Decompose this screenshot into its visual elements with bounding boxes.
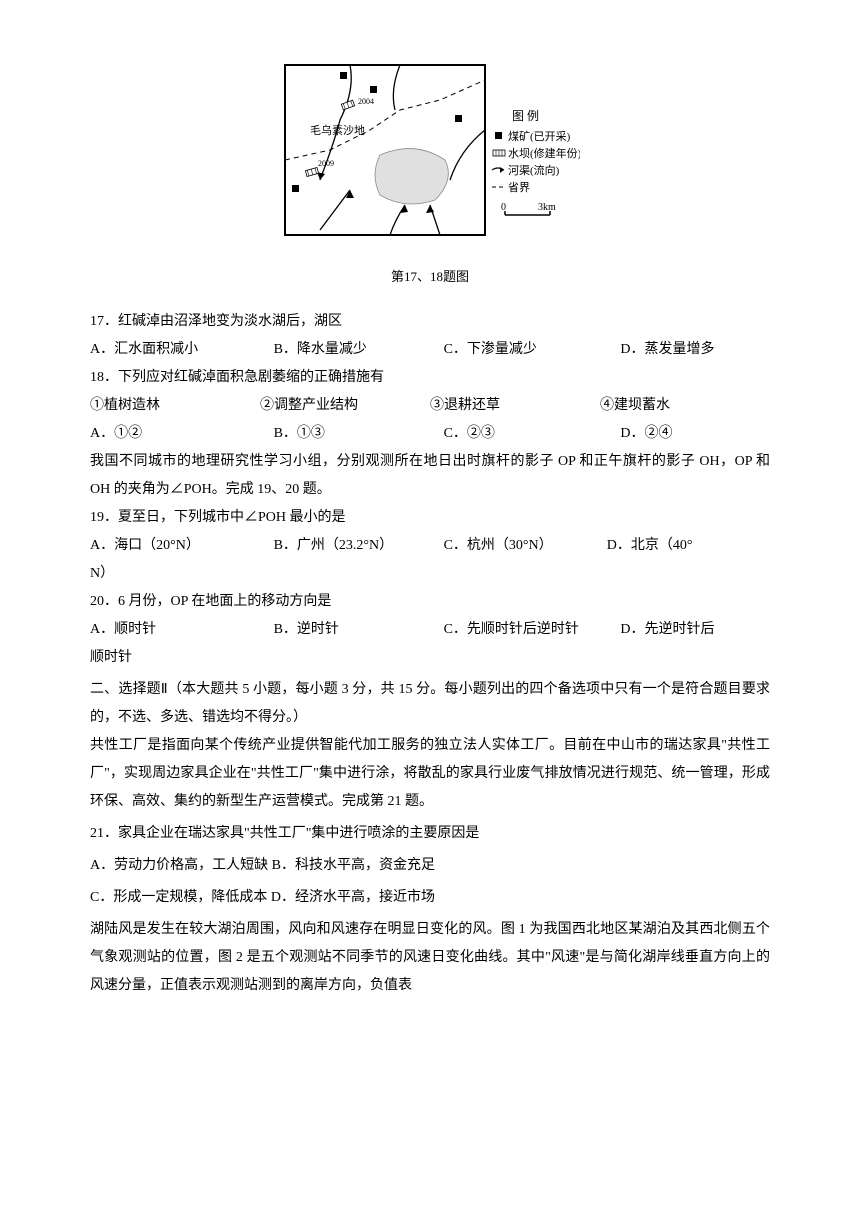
q20-opt-c: C．先顺时针后逆时针: [444, 616, 621, 644]
passage-22: 湖陆风是发生在较大湖泊周围，风向和风速存在明显日变化的风。图 1 为我国西北地区…: [90, 916, 770, 1000]
svg-text:图 例: 图 例: [512, 109, 539, 123]
map-svg: 毛乌素沙地 2004 2009 图 例: [280, 60, 580, 260]
q18-opt-d: D．②④: [620, 420, 770, 448]
section-2-heading: 二、选择题Ⅱ（本大题共 5 小题，每小题 3 分，共 15 分。每小题列出的四个…: [90, 676, 770, 732]
q21-stem: 21．家具企业在瑞达家具"共性工厂"集中进行喷涂的主要原因是: [90, 820, 770, 848]
q17-options: A．汇水面积减小 B．降水量减少 C．下渗量减少 D．蒸发量增多: [90, 336, 770, 364]
svg-text:3km: 3km: [538, 202, 556, 213]
map-figure: 毛乌素沙地 2004 2009 图 例: [280, 60, 580, 290]
svg-text:省界: 省界: [508, 181, 530, 194]
map-caption: 第17、18题图: [280, 264, 580, 290]
q18-opt-a: A．①②: [90, 420, 274, 448]
q18-options: A．①② B．①③ C．②③ D．②④: [90, 420, 770, 448]
svg-text:河渠(流向): 河渠(流向): [508, 163, 560, 177]
q20-opt-a: A．顺时针: [90, 616, 274, 644]
q19-opt-c: C．杭州（30°N）: [444, 532, 607, 560]
q18-n3: ③退耕还草: [430, 392, 600, 420]
q18-numbered-options: ①植树造林 ②调整产业结构 ③退耕还草 ④建坝蓄水: [90, 392, 770, 420]
q18-opt-c: C．②③: [444, 420, 621, 448]
q17-opt-c: C．下渗量减少: [444, 336, 621, 364]
q20-options: A．顺时针 B．逆时针 C．先顺时针后逆时针 D．先逆时针后: [90, 616, 770, 644]
passage-19-20: 我国不同城市的地理研究性学习小组，分别观测所在地日出时旗杆的影子 OP 和正午旗…: [90, 448, 770, 504]
passage-21: 共性工厂是指面向某个传统产业提供智能代加工服务的独立法人实体工厂。目前在中山市的…: [90, 732, 770, 816]
q20-opt-b: B．逆时针: [274, 616, 444, 644]
q19-opt-d-tail: N）: [90, 560, 770, 588]
svg-text:水坝(修建年份): 水坝(修建年份): [508, 146, 580, 160]
q17-opt-a: A．汇水面积减小: [90, 336, 274, 364]
svg-text:0: 0: [501, 202, 506, 213]
q18-n1: ①植树造林: [90, 392, 260, 420]
q18-stem: 18．下列应对红碱淖面积急剧萎缩的正确措施有: [90, 364, 770, 392]
q17-stem: 17．红碱淖由沼泽地变为淡水湖后，湖区: [90, 308, 770, 336]
q18-n2: ②调整产业结构: [260, 392, 430, 420]
exam-page: 毛乌素沙地 2004 2009 图 例: [0, 0, 860, 1216]
q17-opt-b: B．降水量减少: [274, 336, 444, 364]
q19-opt-b: B．广州（23.2°N）: [274, 532, 444, 560]
q21-options-line1: A．劳动力价格高，工人短缺 B．科技水平高，资金充足: [90, 852, 770, 880]
area-label: 毛乌素沙地: [310, 123, 365, 137]
q19-opt-a: A．海口（20°N）: [90, 532, 274, 560]
q19-options: A．海口（20°N） B．广州（23.2°N） C．杭州（30°N） D．北京（…: [90, 532, 770, 560]
q21-options-line2: C．形成一定规模，降低成本 D．经济水平高，接近市场: [90, 884, 770, 912]
svg-text:煤矿(已开采): 煤矿(已开采): [508, 130, 571, 143]
q19-stem: 19．夏至日，下列城市中∠POH 最小的是: [90, 504, 770, 532]
q20-opt-d: D．先逆时针后: [620, 616, 770, 644]
q20-stem: 20．6 月份，OP 在地面上的移动方向是: [90, 588, 770, 616]
svg-text:2009: 2009: [318, 159, 334, 168]
q18-n4: ④建坝蓄水: [600, 392, 770, 420]
q20-opt-d-tail: 顺时针: [90, 644, 770, 672]
q18-opt-b: B．①③: [274, 420, 444, 448]
svg-text:2004: 2004: [358, 97, 374, 106]
q17-opt-d: D．蒸发量增多: [620, 336, 770, 364]
q19-opt-d: D．北京（40°: [607, 532, 770, 560]
